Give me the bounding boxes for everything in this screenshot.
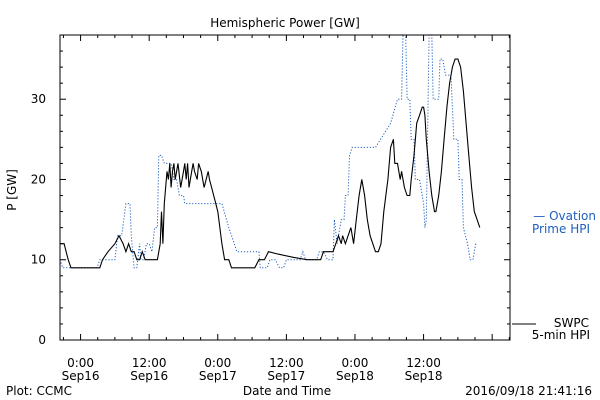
x-tick-time-label: 12:00: [269, 356, 304, 370]
chart-title: Hemispheric Power [GW]: [210, 16, 360, 30]
x-tick-date-label: Sep18: [336, 369, 374, 383]
x-tick-time-label: 0:00: [341, 356, 368, 370]
series-swpc-line: [60, 58, 481, 269]
x-tick-time-label: 0:00: [204, 356, 231, 370]
footer-plot-source: Plot: CCMC: [6, 384, 72, 398]
x-axis-label: Date and Time: [243, 384, 331, 398]
legend-ovation-line1: — Ovation: [533, 209, 596, 223]
y-tick-label: 0: [38, 333, 46, 347]
x-tick-date-label: Sep17: [267, 369, 305, 383]
legend-swpc: SWPC 5-min HPI: [512, 316, 590, 342]
legend-swpc-line2: 5-min HPI: [532, 328, 590, 342]
legend-ovation-line2: Prime HPI: [532, 222, 590, 236]
y-tick-label: 30: [31, 92, 46, 106]
x-tick-time-label: 0:00: [67, 356, 94, 370]
x-tick-date-label: Sep17: [199, 369, 237, 383]
axis-ticks: 01020300:00Sep1612:00Sep160:00Sep1712:00…: [31, 34, 510, 383]
legend-swpc-line1: SWPC: [554, 316, 589, 330]
series-ovation-line: [59, 34, 477, 269]
y-tick-label: 10: [31, 253, 46, 267]
x-tick-time-label: 12:00: [406, 356, 441, 370]
x-tick-date-label: Sep16: [130, 369, 168, 383]
x-tick-time-label: 12:00: [132, 356, 167, 370]
series-group: [59, 34, 481, 269]
y-tick-label: 20: [31, 172, 46, 186]
x-tick-date-label: Sep16: [62, 369, 100, 383]
plot-frame: [59, 34, 511, 341]
footer-timestamp: 2016/09/18 21:41:16: [465, 384, 592, 398]
legend-ovation: — Ovation Prime HPI: [532, 209, 596, 236]
x-tick-date-label: Sep18: [405, 369, 443, 383]
y-axis-label: P [GW]: [5, 169, 19, 211]
